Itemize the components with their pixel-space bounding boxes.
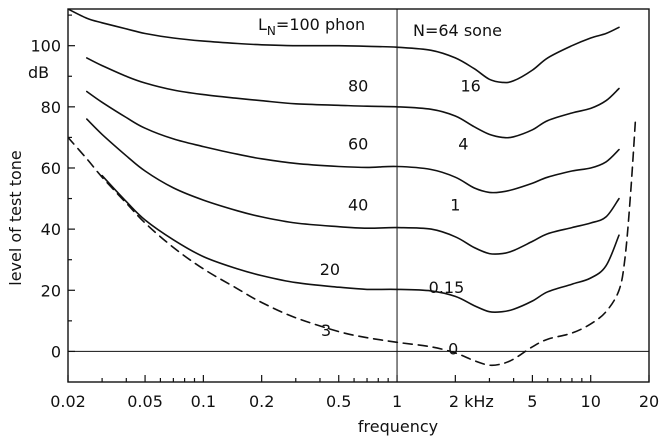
y-tick-label: 20	[41, 281, 61, 300]
sone-label-0.15: 0.15	[429, 278, 465, 297]
x-tick-label: 0.5	[326, 392, 351, 411]
phon-label-80: 80	[348, 76, 368, 95]
x-tick-label: 20	[639, 392, 659, 411]
x-tick-label: 10	[581, 392, 601, 411]
phon-label-40: 40	[348, 196, 368, 215]
loudness-curve-3-phon	[68, 121, 637, 367]
plot-frame	[67, 8, 650, 383]
sone-label-4: 4	[458, 135, 468, 154]
header-phon-symbol: L	[258, 15, 267, 34]
y-tick-label: 40	[41, 220, 61, 239]
sone-label-16: 16	[460, 76, 480, 95]
loudness-curves	[68, 9, 637, 367]
y-axis-unit: dB	[28, 63, 49, 82]
x-tick-label: 0.05	[127, 392, 163, 411]
loudness-curve-20-phon	[101, 174, 620, 314]
y-axis-ticks: 0 20 40 60 80 100	[30, 14, 75, 361]
header-phon-subscript: N	[267, 24, 276, 38]
x-tick-label: 1	[392, 392, 402, 411]
loudness-curve-40-phon	[86, 118, 620, 255]
header-sone-label: N=64 sone	[413, 21, 502, 40]
x-tick-label: 2 kHz	[449, 392, 494, 411]
y-tick-label: 0	[51, 342, 61, 361]
sone-label-1: 1	[450, 196, 460, 215]
x-axis-ticks: 0.02 0.05 0.1 0.2 0.5 1 2 kHz 5 10 20	[50, 375, 659, 411]
curve-labels: 80 16 60 4 40 1 20 0.15 3 0	[320, 76, 481, 358]
x-axis-title: frequency	[358, 417, 438, 436]
x-tick-label: 5	[527, 392, 537, 411]
loudness-curve-80-phon	[86, 57, 620, 139]
phon-label-20: 20	[320, 260, 340, 279]
x-tick-label: 0.02	[50, 392, 86, 411]
header-phon-value: =100 phon	[276, 15, 365, 34]
loudness-curve-60-phon	[86, 90, 620, 194]
x-tick-label: 0.2	[249, 392, 274, 411]
sone-label-0: 0	[448, 339, 458, 358]
x-tick-label: 0.1	[191, 392, 216, 411]
y-tick-label: 80	[41, 98, 61, 117]
y-axis-title: level of test tone	[6, 150, 25, 286]
header-phon-label: LN=100 phon	[258, 15, 365, 38]
phon-label-60: 60	[348, 135, 368, 154]
y-tick-label: 60	[41, 159, 61, 178]
reference-lines	[68, 9, 649, 382]
y-tick-label: 100	[30, 37, 61, 56]
phon-label-3: 3	[321, 321, 331, 340]
loudness-curve-100-phon	[68, 9, 620, 84]
